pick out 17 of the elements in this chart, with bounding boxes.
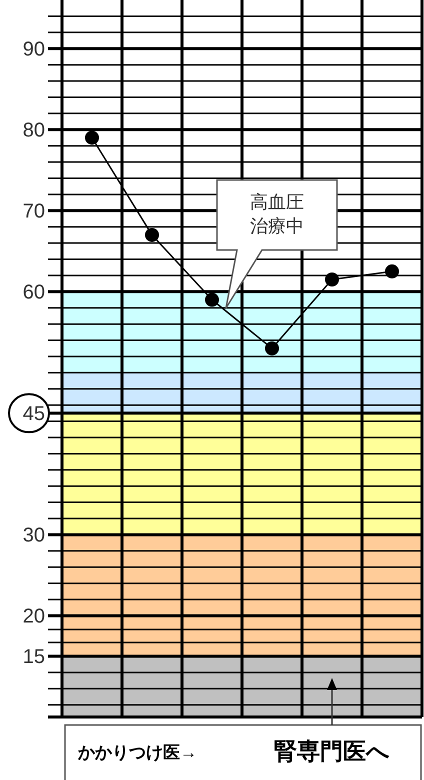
annotation: 高血圧治療中 [249,191,305,238]
point [205,292,219,307]
y-tick-label: 30 [22,524,45,547]
point [85,130,99,145]
point [385,264,399,278]
point [145,228,159,242]
y-tick-label: 80 [22,120,45,142]
y-tick-label: 90 [22,38,45,61]
y-tick-label: 45 [22,403,45,426]
text: 腎専門医へ [274,737,390,766]
y-tick-label: 60 [22,282,45,304]
y-tick-label: 15 [22,646,45,668]
y-tick-label: 70 [22,200,45,223]
text: かかりつけ医→ [78,742,197,764]
point [325,272,339,287]
point [265,341,279,356]
y-tick-label: 20 [22,606,45,628]
